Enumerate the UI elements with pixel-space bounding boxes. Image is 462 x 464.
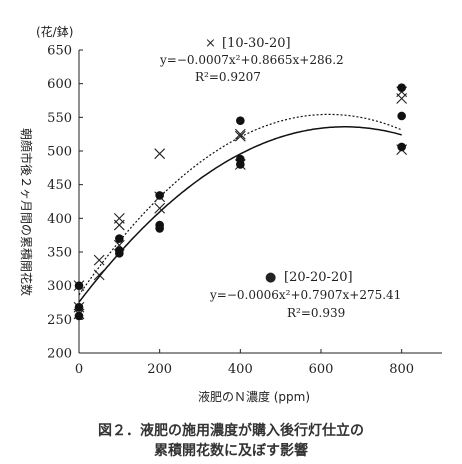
point-dot-series-2 (155, 224, 164, 233)
x-tick-label: 400 (228, 362, 253, 377)
fit-curve-series-2 (78, 126, 402, 303)
series-1-legend-label: [10-30-20] (222, 36, 291, 51)
point-dot-series-2 (397, 142, 406, 152)
x-tick-label: 600 (309, 362, 334, 377)
y-tick-label: 300 (47, 279, 72, 294)
series-1-legend-symbol: × (205, 36, 216, 51)
point-dot-series-2 (236, 116, 245, 125)
y-tick-label: 600 (47, 77, 72, 92)
fit-curve-series-1 (78, 113, 402, 296)
data-points (73, 83, 408, 321)
y-tick-label: 250 (47, 313, 72, 328)
point-cross-series-1 (154, 148, 166, 160)
point-dot-series-2 (115, 249, 124, 258)
y-axis-title: 朝顔市後２ヶ月間の累積開花数 (19, 128, 34, 296)
figure-caption-line-2: 累積開花数に及ぼす影響 (154, 443, 308, 459)
x-axis-title: 液肥のＮ濃度 (ppm) (198, 389, 310, 404)
series-2-legend-symbol: ● (265, 270, 276, 285)
point-dot-series-2 (155, 191, 164, 200)
y-tick-label: 350 (47, 246, 72, 261)
point-cross-series-1 (396, 93, 408, 104)
series-2-annotation: ● [20-20-20] y=−0.0006x²+0.7907x+275.41 … (209, 270, 401, 320)
series-1-equation: y=−0.0007x²+0.8665x+286.2 (159, 53, 344, 67)
point-dot-series-2 (74, 311, 84, 321)
point-dot-series-2 (397, 111, 406, 121)
point-cross-series-1 (154, 202, 166, 214)
point-cross-series-1 (113, 219, 125, 231)
y-unit-label: (花/鉢) (36, 24, 73, 39)
series-1-r2: R²=0.9207 (195, 70, 261, 84)
y-tick-label: 500 (47, 145, 72, 160)
series-2-r2: R²=0.939 (287, 306, 345, 320)
point-cross-series-1 (93, 254, 105, 266)
series-1-annotation: × [10-30-20] y=−0.0007x²+0.8665x+286.2 R… (159, 36, 344, 84)
x-tick-label: 200 (147, 362, 172, 377)
point-cross-series-1 (234, 128, 246, 140)
figure-caption-line-1: 図２．液肥の施用濃度が購入後行灯仕立の (98, 423, 364, 439)
series-2-legend-label: [20-20-20] (284, 270, 353, 285)
point-cross-series-1 (93, 269, 105, 281)
point-dot-series-2 (74, 281, 84, 290)
x-tick-label: 800 (389, 362, 414, 377)
y-tick-label: 650 (47, 44, 72, 59)
point-dot-series-2 (74, 302, 84, 312)
y-tick-label: 400 (47, 212, 72, 227)
fit-curves (78, 113, 402, 303)
point-dot-series-2 (397, 83, 406, 93)
point-dot-series-2 (236, 160, 245, 169)
series-2-equation: y=−0.0006x²+0.7907x+275.41 (209, 288, 401, 302)
y-tick-label: 550 (47, 111, 72, 126)
point-dot-series-2 (115, 234, 124, 243)
y-tick-label: 450 (47, 178, 72, 193)
y-tick-label: 200 (47, 347, 72, 362)
point-cross-series-1 (234, 130, 246, 142)
x-tick-label: 0 (75, 362, 83, 377)
